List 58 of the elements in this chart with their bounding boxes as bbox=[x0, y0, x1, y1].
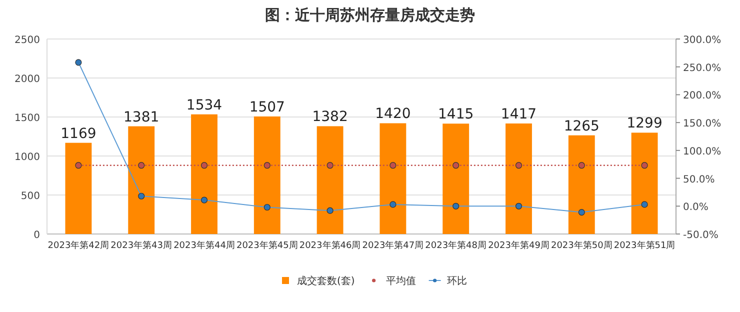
bar bbox=[631, 132, 658, 234]
y-tick-label: 1500 bbox=[14, 113, 40, 124]
y2-tick-label: 200.0% bbox=[683, 90, 722, 102]
y-tick-label: 2500 bbox=[14, 35, 40, 46]
x-tick-label: 2023年第45周 bbox=[236, 240, 298, 251]
bar bbox=[65, 142, 92, 234]
data-label: 1382 bbox=[312, 109, 348, 126]
x-tick-label: 2023年第46周 bbox=[299, 240, 361, 251]
y-tick-label: 2000 bbox=[14, 74, 40, 85]
x-tick-label: 2023年第49周 bbox=[488, 240, 550, 251]
point bbox=[641, 201, 648, 208]
point bbox=[452, 202, 460, 210]
y2-tick-label: 100.0% bbox=[683, 146, 722, 158]
y2-tick-label: 150.0% bbox=[683, 118, 722, 130]
bar bbox=[316, 126, 344, 234]
bar bbox=[442, 124, 470, 234]
bar bbox=[380, 123, 406, 234]
y2-tick-label: 250.0% bbox=[683, 62, 722, 74]
data-label: 1417 bbox=[500, 106, 537, 122]
point bbox=[264, 204, 270, 211]
point bbox=[578, 208, 585, 216]
chart-title: 图：近十周苏州存量房成交走势 bbox=[265, 6, 475, 24]
y2-tick-label: -50.0% bbox=[683, 230, 718, 241]
data-label: 1507 bbox=[249, 99, 285, 116]
legend-label: 环比 bbox=[446, 275, 467, 287]
y-tick-label: 0 bbox=[34, 230, 40, 241]
y2-tick-label: 300.0% bbox=[683, 35, 722, 46]
x-tick-label: 2023年第48周 bbox=[425, 240, 487, 251]
data-label: 1381 bbox=[124, 109, 160, 126]
point bbox=[326, 207, 334, 214]
bar bbox=[128, 126, 155, 234]
point bbox=[390, 201, 396, 208]
point bbox=[138, 192, 145, 200]
x-tick-label: 2023年第44周 bbox=[174, 240, 235, 251]
point bbox=[515, 202, 522, 210]
y-tick-label: 500 bbox=[20, 191, 40, 202]
x-tick-label: 2023年第50周 bbox=[550, 240, 612, 251]
y-tick-label: 1000 bbox=[14, 152, 40, 163]
x-tick-label: 2023年第43周 bbox=[110, 240, 172, 251]
legend-label: 平均值 bbox=[386, 275, 416, 287]
bar bbox=[568, 135, 595, 234]
data-label: 1169 bbox=[60, 126, 96, 142]
bar bbox=[254, 116, 280, 234]
x-tick-label: 2023年第42周 bbox=[48, 240, 110, 251]
data-label: 1299 bbox=[626, 116, 662, 132]
data-label: 1415 bbox=[438, 106, 474, 123]
y2-tick-label: 0.0% bbox=[683, 202, 708, 214]
y2-tick-label: 50.0% bbox=[683, 174, 715, 186]
data-label: 1534 bbox=[186, 97, 222, 114]
bar bbox=[506, 123, 532, 234]
x-tick-label: 2023年第51周 bbox=[614, 240, 676, 251]
legend-label: 成交套数(套) bbox=[297, 275, 355, 287]
data-label: 1420 bbox=[375, 106, 411, 122]
bar bbox=[191, 114, 218, 234]
point bbox=[200, 196, 208, 204]
x-tick-label: 2023年第47周 bbox=[362, 240, 424, 251]
data-label: 1265 bbox=[564, 118, 600, 134]
point bbox=[75, 59, 82, 66]
